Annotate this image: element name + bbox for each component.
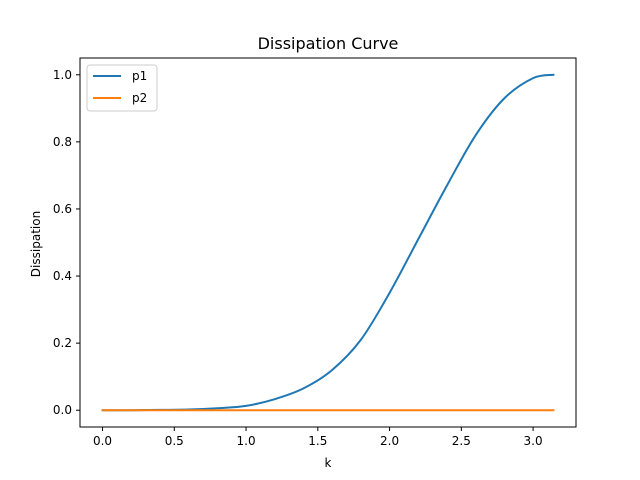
plot-area [79, 57, 577, 428]
x-axis-label: k [325, 456, 332, 470]
legend: p1 p2 [86, 64, 158, 112]
x-tick-label: 1.0 [237, 434, 256, 448]
x-tick-label: 3.0 [524, 434, 543, 448]
y-tick-label: 0.6 [53, 202, 72, 216]
y-tick-label: 0.8 [53, 135, 72, 149]
y-axis-ticks: 0.0 0.2 0.4 0.6 0.8 1.0 [53, 68, 80, 417]
x-tick-label: 2.5 [452, 434, 471, 448]
legend-label-p2: p2 [132, 91, 147, 105]
y-tick-label: 0.4 [53, 269, 72, 283]
y-tick-label: 0.0 [53, 403, 72, 417]
y-axis-label: Dissipation [29, 211, 43, 277]
x-tick-label: 0.5 [165, 434, 184, 448]
x-tick-label: 0.0 [93, 434, 112, 448]
series-layer [101, 73, 555, 412]
x-tick-label: 1.5 [308, 434, 327, 448]
x-tick-label: 2.0 [380, 434, 399, 448]
chart-title: Dissipation Curve [258, 34, 399, 53]
legend-label-p1: p1 [132, 69, 147, 83]
axes-frame [79, 57, 577, 428]
y-tick-label: 1.0 [53, 68, 72, 82]
y-tick-label: 0.2 [53, 336, 72, 350]
x-axis-ticks: 0.0 0.5 1.0 1.5 2.0 2.5 3.0 [93, 427, 543, 448]
